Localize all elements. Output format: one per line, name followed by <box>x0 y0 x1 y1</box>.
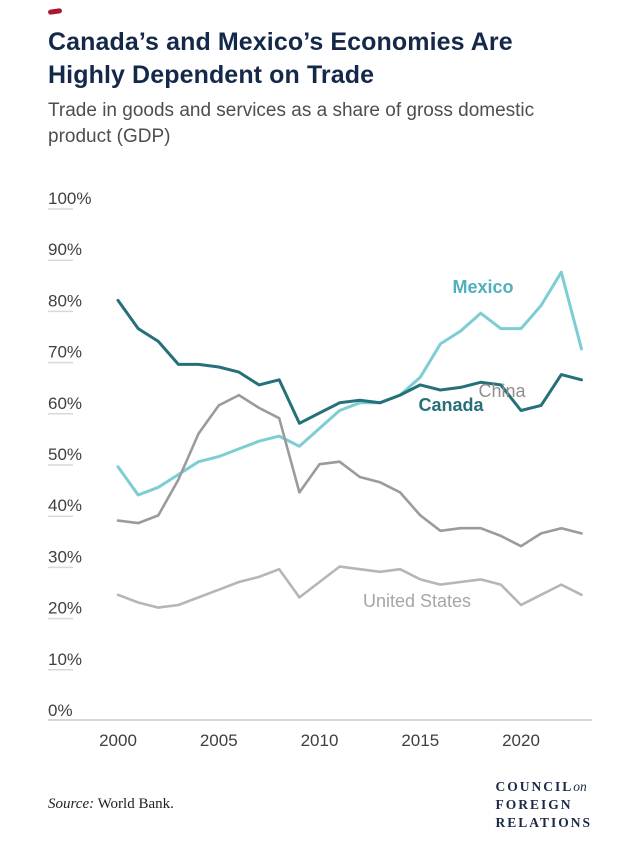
logo-line-relations: RELATIONS <box>495 815 592 830</box>
y-tick-label: 50% <box>48 445 82 464</box>
brand-mark-icon <box>47 8 63 15</box>
cfr-logo: COUNCILon FOREIGN RELATIONS <box>495 778 592 832</box>
page-title: Canada’s and Mexico’s Economies Are High… <box>48 28 513 89</box>
logo-council-text: COUNCIL <box>495 779 574 794</box>
logo-line-foreign: FOREIGN <box>495 797 573 812</box>
source-label: Source: <box>48 796 95 812</box>
x-tick-label: 2020 <box>502 731 540 750</box>
chart-svg: 100% 90% 80% 70% 60% 50% 40% 30% 20% 10% 0% 2000 200… <box>48 189 592 750</box>
page-subtitle: Trade in goods and services as a share o… <box>48 100 535 147</box>
line-united-states <box>116 565 583 609</box>
x-tick-label: 2005 <box>200 731 238 750</box>
series-label-united-states: United States <box>363 591 471 611</box>
y-tick-label: 70% <box>48 343 82 362</box>
y-tick-label: 80% <box>48 291 82 310</box>
y-tick-label: 90% <box>48 240 82 259</box>
x-tick-label: 2010 <box>301 731 339 750</box>
series-label-canada: Canada <box>418 395 484 415</box>
logo-line-council: COUNCILon <box>495 778 592 796</box>
x-tick-label: 2000 <box>99 731 137 750</box>
y-tick-label: 40% <box>48 496 82 515</box>
line-canada <box>116 298 583 425</box>
line-china <box>116 393 583 548</box>
y-tick-label: 100% <box>48 189 91 208</box>
y-tick-label: 10% <box>48 650 82 669</box>
source-note: Source: World Bank. <box>48 796 174 813</box>
y-tick-label: 0% <box>48 701 73 720</box>
source-value: World Bank. <box>97 796 174 812</box>
line-mexico <box>116 270 583 497</box>
logo-on-text: on <box>573 779 587 794</box>
series-label-mexico: Mexico <box>452 277 513 297</box>
x-tick-label: 2015 <box>401 731 439 750</box>
y-tick-label: 20% <box>48 599 82 618</box>
y-tick-label: 60% <box>48 394 82 413</box>
chart-area: 100% 90% 80% 70% 60% 50% 40% 30% 20% 10% 0% 2000 200… <box>0 180 640 780</box>
y-tick-label: 30% <box>48 547 82 566</box>
series-label-china: China <box>478 381 526 401</box>
